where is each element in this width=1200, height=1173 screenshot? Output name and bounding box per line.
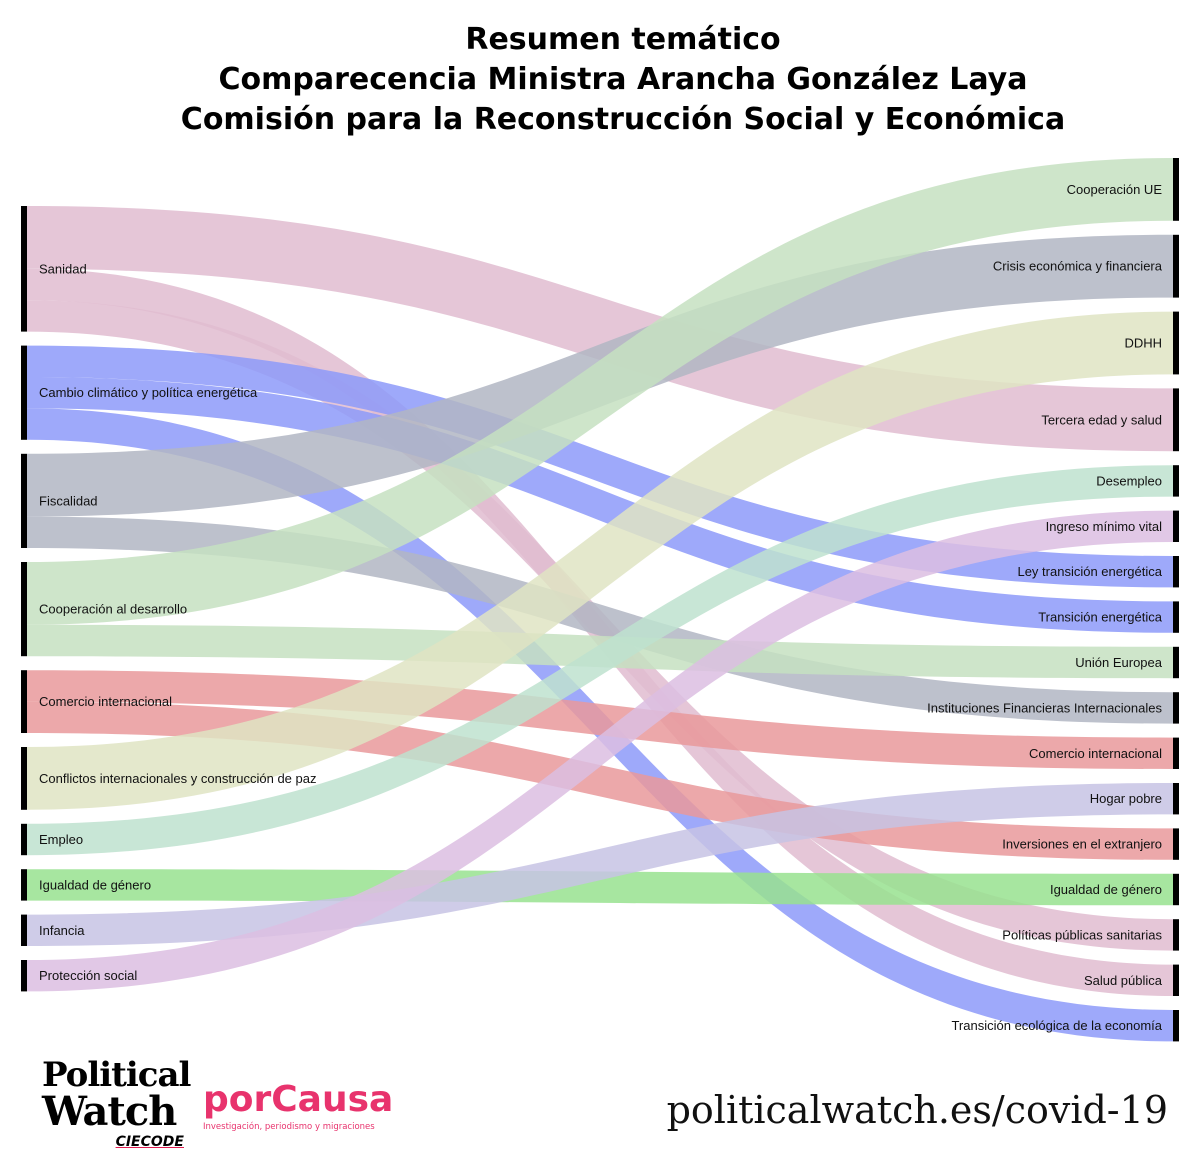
title-line-2: Comparecencia Ministra Arancha González … — [218, 62, 1028, 97]
labels-layer: Sanidad Cambio climático y política energ… — [39, 182, 1163, 1033]
target-node-inversiones-en-el-extranjero[interactable] — [1173, 828, 1179, 860]
target-label-salud-publica: Salud pública — [1084, 973, 1163, 988]
target-node-crisis-economica-y-financiera[interactable] — [1173, 234, 1179, 298]
target-node-hogar-pobre[interactable] — [1173, 783, 1179, 815]
target-node-desempleo[interactable] — [1173, 465, 1179, 497]
target-label-transicion-ecologica-de-la-economia: Transición ecológica de la economía — [951, 1018, 1162, 1033]
flow-proteccion-social-to-ingreso-minimo-vital[interactable] — [27, 510, 1173, 992]
source-node-infancia[interactable] — [21, 914, 27, 946]
flow-cambio-climatico-y-politica-energetica-to-ley-transicion-energetica[interactable] — [27, 345, 1173, 588]
target-node-ley-transicion-energetica[interactable] — [1173, 556, 1179, 588]
source-node-empleo[interactable] — [21, 823, 27, 856]
target-label-instituciones-financieras-internacionales: Instituciones Financieras Internacionale… — [927, 700, 1162, 715]
source-node-fiscalidad[interactable] — [21, 453, 27, 548]
target-node-ddhh[interactable] — [1173, 311, 1179, 375]
target-label-desempleo: Desempleo — [1096, 473, 1162, 488]
source-label-comercio-internacional: Comercio internacional — [39, 694, 172, 709]
target-label-igualdad-de-genero: Igualdad de género — [1050, 882, 1162, 897]
source-label-cooperacion-al-desarrollo: Cooperación al desarrollo — [39, 602, 187, 617]
porcausa-logo-name: porCausa — [203, 1079, 394, 1120]
source-label-empleo: Empleo — [39, 832, 83, 847]
target-label-union-europea: Unión Europea — [1075, 655, 1162, 670]
political-watch-logo[interactable]: Political Watch CIECODE — [42, 1055, 191, 1150]
target-label-ddhh: DDHH — [1124, 336, 1162, 351]
target-node-ingreso-minimo-vital[interactable] — [1173, 510, 1179, 542]
source-label-fiscalidad: Fiscalidad — [39, 493, 98, 508]
flow-cambio-climatico-y-politica-energetica-to-transicion-energetica[interactable] — [27, 377, 1173, 633]
source-node-cambio-climatico-y-politica-energetica[interactable] — [21, 345, 27, 440]
source-label-proteccion-social: Protección social — [39, 968, 137, 983]
flow-igualdad-de-genero-to-igualdad-de-genero[interactable] — [27, 869, 1173, 906]
target-label-ley-transicion-energetica: Ley transición energética — [1017, 564, 1162, 579]
source-node-igualdad-de-genero[interactable] — [21, 869, 27, 901]
source-node-sanidad[interactable] — [21, 206, 27, 332]
target-label-politicas-publicas-sanitarias: Políticas públicas sanitarias — [1002, 927, 1162, 942]
political-watch-logo-line2: Watch — [42, 1088, 177, 1135]
porcausa-logo[interactable]: porCausa Investigación, periodismo y mig… — [203, 1079, 394, 1133]
source-label-igualdad-de-genero: Igualdad de género — [39, 877, 151, 892]
source-node-cooperacion-al-desarrollo[interactable] — [21, 562, 27, 657]
source-label-sanidad: Sanidad — [39, 261, 87, 276]
flows-layer — [27, 158, 1173, 1042]
target-label-cooperacion-ue: Cooperación UE — [1067, 182, 1163, 197]
source-node-comercio-internacional[interactable] — [21, 670, 27, 733]
title-line-1: Resumen temático — [465, 22, 781, 57]
source-label-conflictos-internacionales-y-construccion-de-paz: Conflictos internacionales y construcció… — [39, 771, 316, 786]
footer-url[interactable]: politicalwatch.es/covid-19 — [666, 1088, 1168, 1132]
flow-conflictos-internacionales-y-construccion-de-paz-to-ddhh[interactable] — [27, 311, 1173, 810]
flow-comercio-internacional-to-comercio-internacional[interactable] — [27, 670, 1173, 769]
target-node-comercio-internacional[interactable] — [1173, 737, 1179, 769]
political-watch-logo-line1: Political — [42, 1055, 191, 1095]
source-label-infancia: Infancia — [39, 923, 85, 938]
target-node-tercera-edad-y-salud[interactable] — [1173, 388, 1179, 452]
source-node-proteccion-social[interactable] — [21, 960, 27, 992]
target-node-politicas-publicas-sanitarias[interactable] — [1173, 919, 1179, 951]
source-node-conflictos-internacionales-y-construccion-de-paz[interactable] — [21, 747, 27, 810]
flow-cooperacion-al-desarrollo-to-cooperacion-ue[interactable] — [27, 158, 1173, 625]
chart-title: Resumen temático Comparecencia Ministra … — [0, 20, 1200, 140]
title-line-3: Comisión para la Reconstrucción Social y… — [180, 102, 1066, 137]
ciecode-logo: CIECODE — [115, 1134, 184, 1150]
target-label-ingreso-minimo-vital: Ingreso mínimo vital — [1046, 519, 1162, 534]
target-node-cooperacion-ue[interactable] — [1173, 158, 1179, 221]
target-node-salud-publica[interactable] — [1173, 964, 1179, 996]
flow-fiscalidad-to-instituciones-financieras-internacionales[interactable] — [27, 516, 1173, 724]
target-label-comercio-internacional: Comercio internacional — [1029, 746, 1162, 761]
target-label-tercera-edad-y-salud: Tercera edad y salud — [1041, 412, 1162, 427]
target-node-instituciones-financieras-internacionales[interactable] — [1173, 692, 1179, 724]
target-node-transicion-energetica[interactable] — [1173, 601, 1179, 633]
source-label-cambio-climatico-y-politica-energetica: Cambio climático y política energética — [39, 385, 258, 400]
target-label-crisis-economica-y-financiera: Crisis económica y financiera — [993, 259, 1163, 274]
flow-infancia-to-hogar-pobre[interactable] — [27, 783, 1173, 946]
target-label-hogar-pobre: Hogar pobre — [1090, 791, 1162, 806]
target-label-transicion-energetica: Transición energética — [1038, 610, 1163, 625]
porcausa-tagline: Investigación, periodismo y migraciones — [203, 1122, 375, 1132]
target-label-inversiones-en-el-extranjero: Inversiones en el extranjero — [1002, 837, 1162, 852]
target-node-igualdad-de-genero[interactable] — [1173, 873, 1179, 906]
nodes-layer — [21, 158, 1179, 1042]
target-node-union-europea[interactable] — [1173, 646, 1179, 679]
flow-empleo-to-desempleo[interactable] — [27, 465, 1173, 856]
target-node-transicion-ecologica-de-la-economia[interactable] — [1173, 1010, 1179, 1042]
